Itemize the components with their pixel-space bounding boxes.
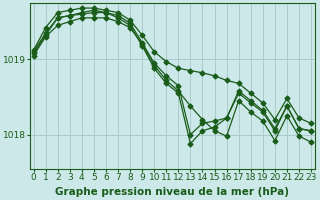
X-axis label: Graphe pression niveau de la mer (hPa): Graphe pression niveau de la mer (hPa): [55, 187, 289, 197]
